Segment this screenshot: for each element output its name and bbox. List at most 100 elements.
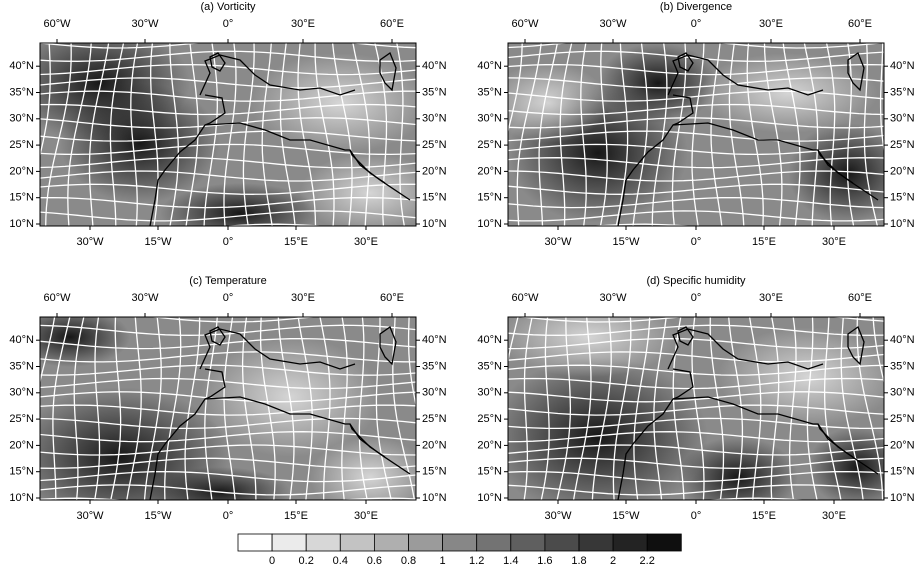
top-lon-label: 60°E <box>848 18 872 30</box>
top-lon-label: 30°E <box>759 292 783 304</box>
right-lat-label: 15°N <box>422 192 447 204</box>
grid-curve <box>572 317 592 500</box>
grid-curve <box>508 43 884 49</box>
left-lat-label: 35°N <box>477 86 502 98</box>
grid-curve <box>73 317 85 500</box>
grid-curve <box>653 317 667 500</box>
grid-curve <box>40 130 416 142</box>
bottom-lon-label: 30°W <box>544 510 572 522</box>
right-lat-label: 20°N <box>890 165 915 177</box>
grid-curve <box>770 317 780 500</box>
grid-curve <box>508 444 884 456</box>
colorbar-box <box>305 533 341 552</box>
right-lat-label: 25°N <box>422 413 447 425</box>
left-lat-label: 25°N <box>9 413 34 425</box>
grid-curve <box>297 317 313 500</box>
left-lat-label: 30°N <box>477 113 502 125</box>
grid-curve <box>261 43 273 226</box>
grid-curve <box>508 157 884 169</box>
grid-curve <box>508 457 884 469</box>
grid-curve <box>508 77 884 89</box>
grid-curve <box>508 431 884 443</box>
coastline <box>199 54 356 96</box>
grid-curve <box>599 43 608 226</box>
grid-curve <box>40 324 416 336</box>
left-lat-label: 40°N <box>477 60 502 72</box>
map-panel: (a) Vorticity 60°W 30°W 0° 30°E 60°E 30°W 15°W 0… <box>9 1 447 248</box>
panel-title: (d) Specific humidity <box>646 275 746 287</box>
top-lon-label: 30°W <box>131 292 159 304</box>
top-lon-label: 30°W <box>131 18 159 30</box>
shaded-field <box>508 317 884 500</box>
right-lat-label: 10°N <box>890 492 915 504</box>
panel-title: (c) Temperature <box>189 275 266 287</box>
grid-curve <box>331 43 353 226</box>
coastline <box>379 325 397 366</box>
grid-curve <box>612 317 632 500</box>
colorbar-label: 0.8 <box>401 555 416 567</box>
grid-curve <box>508 391 884 403</box>
grid-curve <box>40 417 416 430</box>
grid-curve <box>40 431 416 443</box>
left-lat-label: 10°N <box>9 218 34 230</box>
left-lat-label: 20°N <box>477 439 502 451</box>
bottom-lon-label: 15°E <box>284 510 308 522</box>
grid-curve <box>879 43 884 154</box>
grid-curve <box>840 317 864 500</box>
left-lat-label: 15°N <box>9 192 34 204</box>
colorbar-box <box>510 533 546 552</box>
grid-curve <box>52 317 71 500</box>
bottom-lon-label: 0° <box>691 236 702 248</box>
colorbar-box <box>612 533 648 552</box>
grid-curve <box>559 43 573 226</box>
coastline <box>379 51 397 92</box>
left-lat-label: 30°N <box>9 113 34 125</box>
grid-curve <box>40 50 416 62</box>
grid-curve <box>40 317 56 385</box>
bottom-lon-label: 0° <box>691 510 702 522</box>
grid-curve <box>508 117 884 129</box>
right-lat-label: 20°N <box>422 439 447 451</box>
grid-curve <box>40 90 416 102</box>
right-lat-label: 35°N <box>422 86 447 98</box>
grid-curve <box>40 351 416 363</box>
grid-curve <box>803 43 819 226</box>
grid-curve <box>508 63 884 76</box>
right-lat-label: 25°N <box>890 413 915 425</box>
left-lat-label: 25°N <box>9 139 34 151</box>
grid-curve <box>691 43 705 226</box>
colorbar-label: 0.4 <box>333 555 348 567</box>
grid-curve <box>40 484 416 496</box>
field-blob <box>250 53 416 153</box>
map-panel: (b) Divergence 60°W 30°W 0° 30°E 60°E 30°W 15°W… <box>477 1 915 248</box>
grid-curve <box>508 130 884 142</box>
coastline <box>617 94 694 226</box>
grid-curve <box>223 43 237 226</box>
right-lat-label: 35°N <box>890 86 915 98</box>
right-lat-label: 30°N <box>422 113 447 125</box>
left-lat-label: 15°N <box>9 466 34 478</box>
bottom-lon-label: 30°E <box>354 510 378 522</box>
grid-curve <box>67 43 92 226</box>
top-lon-label: 30°W <box>599 18 627 30</box>
grid-curve <box>40 196 416 209</box>
colorbar-label: 0.2 <box>299 555 314 567</box>
grid-curve <box>184 317 201 500</box>
grid-curve <box>143 317 162 500</box>
grid-curve <box>508 196 884 209</box>
colorbar-box <box>408 533 443 552</box>
colorbar-box <box>339 533 375 552</box>
shaded-field <box>508 43 884 226</box>
colorbar-box <box>476 533 512 552</box>
grid-curve <box>508 364 884 376</box>
bottom-lon-label: 15°W <box>612 510 640 522</box>
grid-curve <box>40 43 416 49</box>
grid-curve <box>825 43 836 226</box>
grid-curve <box>508 377 884 390</box>
grid-curve <box>40 103 416 116</box>
map-panel: (d) Specific humidity 60°W 30°W 0° 30°E 60°E 3… <box>477 275 915 522</box>
colorbar-box <box>237 533 273 552</box>
field-blob <box>808 427 884 500</box>
coastline <box>149 94 226 226</box>
left-lat-label: 35°N <box>477 360 502 372</box>
